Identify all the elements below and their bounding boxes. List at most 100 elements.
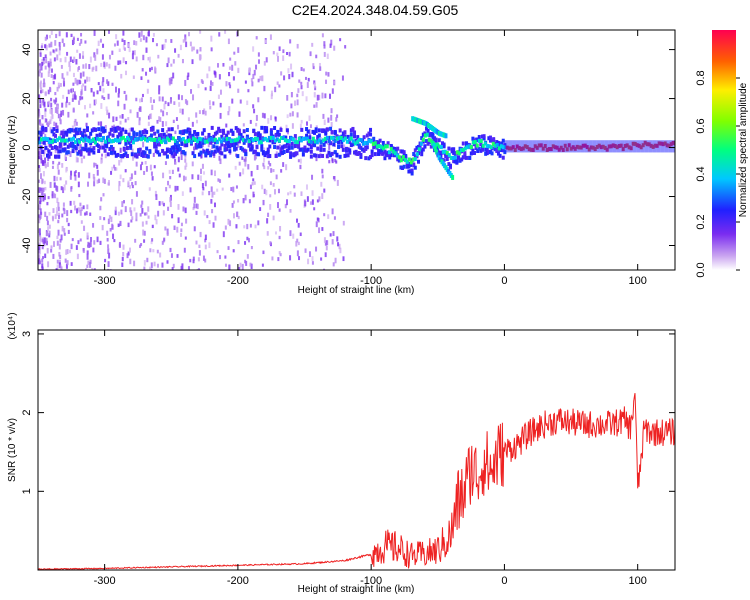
band-cell	[220, 142, 224, 147]
band-cell	[191, 133, 195, 138]
noise-cell	[160, 109, 163, 113]
noise-cell	[65, 180, 68, 185]
noise-cell	[56, 109, 59, 114]
noise-cell	[195, 112, 198, 118]
band-cell	[53, 133, 57, 138]
ridge-cell	[143, 137, 147, 142]
noise-cell	[158, 90, 161, 95]
noise-cell	[322, 113, 325, 119]
noise-cell	[150, 171, 153, 176]
noise-cell	[48, 233, 51, 238]
noise-cell	[44, 194, 47, 201]
noise-cell	[244, 241, 247, 245]
band-cell	[353, 150, 357, 155]
band-cell	[269, 128, 273, 133]
band-cell	[389, 153, 393, 158]
noise-cell	[289, 255, 292, 261]
noise-cell	[47, 226, 50, 232]
noise-cell	[208, 66, 211, 72]
band-cell	[66, 150, 70, 155]
noise-cell	[282, 49, 285, 54]
ridge-cell	[489, 145, 493, 150]
noise-cell	[64, 56, 67, 63]
noise-cell	[109, 228, 112, 232]
noise-cell	[293, 192, 296, 197]
band-cell	[367, 156, 371, 161]
noise-cell	[250, 78, 253, 82]
noise-cell	[250, 170, 253, 177]
noise-cell	[42, 57, 45, 61]
band-cell	[231, 143, 235, 148]
noise-cell	[232, 249, 235, 253]
noise-cell	[40, 154, 43, 160]
band-cell	[353, 134, 357, 139]
noise-cell	[333, 216, 336, 220]
noise-cell	[227, 38, 230, 45]
noise-cell	[38, 187, 41, 193]
band-cell	[121, 127, 125, 132]
band-cell	[290, 145, 294, 150]
band-cell	[226, 144, 230, 149]
band-cell	[322, 142, 326, 147]
y-tick-label: 0	[21, 144, 33, 150]
ridge-cell	[475, 143, 479, 148]
band-cell	[84, 143, 88, 148]
noise-cell	[40, 65, 43, 71]
band-cell	[76, 131, 80, 136]
noise-cell	[193, 226, 196, 232]
band-cell	[119, 133, 123, 138]
noise-cell	[78, 66, 81, 71]
ridge-cell	[311, 136, 315, 141]
band-cell	[197, 140, 201, 145]
noise-cell	[139, 38, 142, 42]
noise-cell	[316, 94, 319, 101]
noise-cell	[324, 93, 327, 99]
y-tick-label: 2	[21, 410, 33, 416]
ridge-cell	[483, 141, 487, 146]
noise-cell	[38, 252, 41, 259]
noise-cell	[61, 38, 64, 44]
band-cell	[239, 133, 243, 138]
noise-cell	[38, 218, 41, 224]
noise-cell	[211, 81, 214, 86]
band-cell	[300, 136, 304, 141]
band-cell	[183, 129, 187, 134]
ridge-cell	[67, 137, 71, 142]
ridge-cell	[111, 138, 115, 143]
noise-cell	[52, 192, 55, 198]
band-cell	[436, 146, 440, 151]
band-cell	[426, 141, 430, 146]
noise-cell	[332, 176, 335, 180]
noise-cell	[50, 68, 53, 73]
noise-cell	[152, 99, 155, 104]
noise-cell	[238, 111, 241, 117]
band-cell	[74, 127, 78, 132]
noise-cell	[151, 238, 154, 242]
band-cell	[429, 144, 433, 149]
x-tick-label: 0	[501, 575, 507, 587]
band-cell	[330, 151, 334, 156]
ridge-cell	[375, 144, 379, 149]
band-cell	[431, 133, 435, 138]
band-cell	[656, 140, 661, 153]
band-cell	[92, 150, 96, 155]
band-cell	[333, 129, 337, 134]
noise-cell	[244, 160, 247, 167]
noise-cell	[151, 176, 154, 181]
noise-cell	[298, 256, 301, 261]
noise-cell	[193, 196, 196, 203]
band-cell	[231, 131, 235, 136]
band-cell	[167, 133, 171, 138]
noise-cell	[42, 239, 45, 245]
noise-cell	[342, 256, 345, 262]
noise-cell	[44, 111, 47, 118]
band-cell	[237, 131, 241, 136]
noise-cell	[177, 156, 180, 163]
noise-cell	[106, 237, 109, 242]
noise-cell	[139, 98, 142, 103]
band-cell	[228, 144, 232, 149]
noise-cell	[39, 208, 42, 215]
band-cell	[148, 149, 152, 154]
noise-cell	[76, 208, 79, 214]
band-cell	[234, 126, 238, 131]
